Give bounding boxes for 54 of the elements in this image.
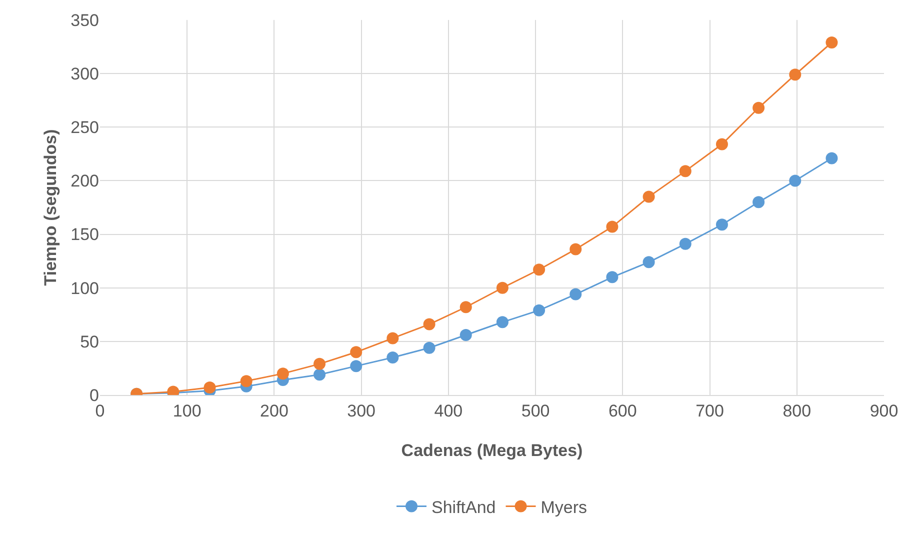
point bbox=[423, 342, 436, 354]
point bbox=[642, 190, 655, 203]
y-tick-label: 200 bbox=[70, 172, 99, 191]
x-tick-label: 900 bbox=[870, 401, 898, 420]
x-tick-label: 100 bbox=[172, 401, 202, 420]
y-tick-label: 0 bbox=[90, 386, 99, 405]
x-tick-label: 200 bbox=[260, 401, 288, 420]
point bbox=[276, 368, 289, 380]
x-axis-title: Cadenas (Mega Bytes) bbox=[401, 441, 583, 460]
point bbox=[606, 271, 618, 284]
point bbox=[752, 102, 765, 114]
point bbox=[752, 196, 765, 208]
point bbox=[240, 375, 252, 388]
x-tick-label: 600 bbox=[608, 401, 637, 420]
y-axis-title: Tiempo (segundos) bbox=[41, 129, 60, 286]
point bbox=[789, 174, 802, 187]
point bbox=[460, 301, 472, 314]
point bbox=[314, 368, 326, 381]
point bbox=[716, 218, 728, 231]
y-tick-label: 350 bbox=[70, 10, 99, 30]
y-tick-label: 300 bbox=[70, 64, 99, 84]
x-tick-label: 700 bbox=[696, 401, 724, 420]
point bbox=[533, 264, 546, 276]
x-tick-label: 800 bbox=[782, 401, 812, 420]
point bbox=[423, 318, 436, 330]
point bbox=[826, 36, 838, 48]
point bbox=[606, 220, 618, 233]
point bbox=[789, 68, 802, 81]
y-tick-label: 100 bbox=[70, 278, 99, 298]
point bbox=[570, 288, 582, 300]
x-tick-label: 500 bbox=[521, 401, 550, 420]
point bbox=[496, 282, 508, 294]
x-tick-label: 400 bbox=[434, 401, 463, 420]
point bbox=[826, 152, 838, 164]
point bbox=[679, 165, 692, 178]
point bbox=[533, 304, 546, 316]
point bbox=[642, 256, 655, 268]
y-tick-label: 50 bbox=[80, 332, 99, 352]
point bbox=[570, 243, 582, 256]
point bbox=[386, 332, 399, 344]
point bbox=[386, 352, 399, 364]
y-tick-label: 150 bbox=[70, 225, 99, 244]
point bbox=[460, 329, 472, 341]
point bbox=[314, 358, 326, 370]
legend-label: ShiftAnd bbox=[432, 498, 496, 517]
point bbox=[679, 238, 692, 250]
point bbox=[496, 316, 508, 328]
x-tick-label: 300 bbox=[347, 401, 376, 420]
point bbox=[204, 382, 216, 394]
point bbox=[350, 346, 362, 358]
point bbox=[716, 138, 728, 150]
legend-label: Myers bbox=[540, 498, 588, 517]
y-tick-label: 250 bbox=[70, 118, 99, 138]
point bbox=[350, 360, 362, 372]
